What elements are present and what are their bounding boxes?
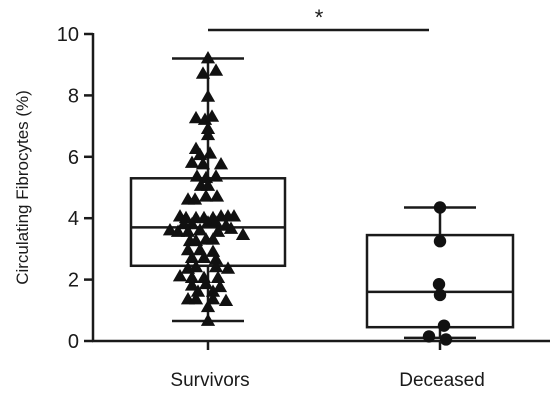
data-point-triangle — [205, 244, 221, 257]
data-point-triangle — [218, 293, 234, 306]
data-point-triangle — [170, 224, 186, 237]
data-point-triangle — [198, 170, 214, 184]
data-point-triangle — [200, 89, 216, 102]
data-point-triangle — [188, 233, 204, 247]
data-point-triangle — [188, 259, 204, 273]
category-label: Deceased — [399, 370, 485, 389]
data-point-circle — [432, 278, 446, 291]
data-point-triangle — [188, 292, 204, 305]
data-point-triangle — [198, 189, 214, 202]
y-tick-label: 6 — [68, 147, 79, 169]
data-point-triangle — [205, 232, 221, 245]
data-point-triangle — [209, 189, 225, 202]
data-point-circle — [439, 333, 453, 346]
data-point-triangle — [210, 270, 226, 283]
data-point-triangle — [226, 209, 242, 222]
y-axis-label: Circulating Fibrocytes (%) — [13, 90, 32, 285]
data-point-circle — [422, 330, 436, 343]
y-tick-label: 8 — [68, 85, 79, 107]
data-point-triangle — [208, 259, 224, 273]
data-point-triangle — [220, 261, 236, 274]
data-point-triangle — [190, 284, 206, 297]
data-point-triangle — [188, 110, 204, 124]
data-point-circle — [433, 235, 447, 248]
y-ticks: 0 2 4 6 8 10 — [57, 24, 93, 353]
data-point-triangle — [200, 127, 216, 141]
data-point-triangle — [184, 155, 200, 168]
data-point-triangle — [187, 192, 203, 205]
data-point-triangle — [235, 227, 251, 240]
data-points — [162, 51, 453, 346]
data-point-triangle — [192, 147, 208, 161]
data-point-triangle — [200, 299, 216, 313]
data-point-circle — [433, 201, 447, 214]
data-point-triangle — [210, 224, 226, 237]
data-point-triangle — [196, 250, 212, 263]
data-point-triangle — [208, 63, 224, 76]
data-point-triangle — [195, 156, 211, 170]
data-point-triangle — [213, 156, 229, 170]
data-point-triangle — [200, 178, 216, 191]
points-survivors — [162, 51, 251, 326]
y-tick-label: 4 — [68, 208, 79, 230]
data-point-triangle — [200, 313, 216, 326]
data-point-triangle — [184, 278, 200, 291]
data-point-triangle — [202, 146, 218, 159]
data-point-triangle — [205, 292, 221, 305]
data-point-triangle — [195, 66, 211, 79]
category-labels: Survivors Deceased — [170, 341, 485, 391]
data-point-triangle — [180, 224, 196, 237]
data-point-triangle — [184, 270, 200, 283]
points-deceased — [422, 201, 453, 346]
data-point-triangle — [192, 222, 208, 236]
data-point-triangle — [200, 51, 216, 64]
data-point-triangle — [208, 252, 224, 265]
data-point-triangle — [212, 279, 228, 293]
data-point-triangle — [184, 250, 200, 263]
data-point-triangle — [205, 284, 221, 297]
category-label: Survivors — [170, 370, 249, 389]
y-tick-label: 2 — [68, 270, 79, 292]
data-point-triangle — [223, 221, 239, 234]
y-tick-label: 0 — [68, 331, 79, 353]
data-point-triangle — [172, 269, 188, 282]
data-point-triangle — [189, 169, 205, 182]
data-point-circle — [433, 288, 447, 302]
box-deceased — [365, 206, 515, 340]
significance-label: * — [315, 5, 324, 30]
data-point-triangle — [204, 109, 220, 122]
data-point-triangle — [208, 215, 224, 228]
data-point-circle — [437, 319, 451, 332]
y-tick-label: 10 — [57, 24, 79, 46]
data-point-triangle — [198, 276, 214, 290]
significance-annotation: * — [208, 5, 429, 32]
data-point-triangle — [208, 169, 224, 182]
